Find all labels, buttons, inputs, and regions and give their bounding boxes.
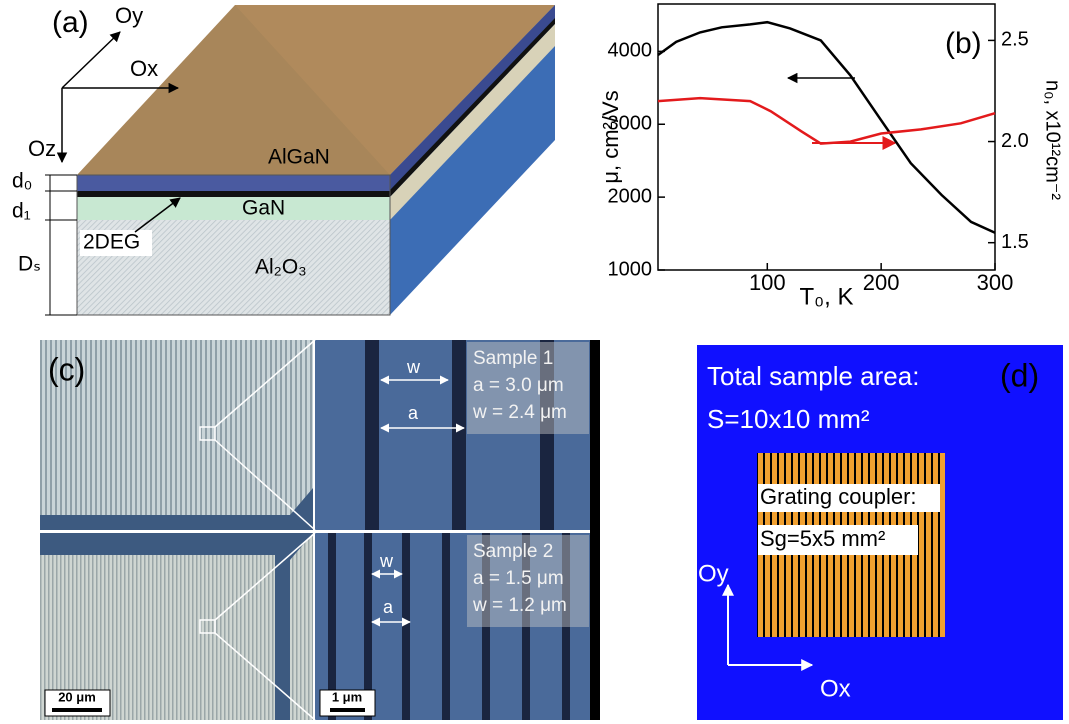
y2-tick-label: 2.0 bbox=[1001, 130, 1029, 152]
measure-label: a bbox=[408, 403, 419, 423]
grating-label: Grating coupler: bbox=[760, 484, 917, 509]
thickness-label: d₁ bbox=[12, 200, 31, 223]
axis-label: Oz bbox=[28, 136, 56, 161]
measure-label: a bbox=[383, 597, 394, 617]
x-axis-label: T₀, K bbox=[800, 283, 854, 310]
layer-label: AlGaN bbox=[268, 146, 330, 169]
sample-label: w = 1.2 μm bbox=[472, 595, 567, 616]
sample-label: a = 3.0 μm bbox=[473, 375, 564, 396]
scale-bar-label: 20 μm bbox=[58, 689, 96, 704]
panel-a: (a) Oy Ox Oz d₀ d₁ Dₛ AlGaN GaN 2DEG Al₂… bbox=[12, 3, 555, 315]
thickness-label: Dₛ bbox=[18, 253, 41, 276]
panel-label: (d) bbox=[1000, 357, 1039, 393]
sample-label: a = 1.5 μm bbox=[473, 568, 564, 589]
y2-tick-label: 1.5 bbox=[1001, 231, 1029, 253]
area-label: S=10x10 mm² bbox=[707, 404, 870, 434]
panel-label: (a) bbox=[52, 6, 89, 39]
panel-d: Total sample area: S=10x10 mm² (d) Grati… bbox=[697, 345, 1063, 720]
y2-tick-label: 2.5 bbox=[1001, 29, 1029, 51]
axis-label: Ox bbox=[820, 675, 851, 702]
area-label: Total sample area: bbox=[707, 361, 919, 391]
algan-front bbox=[77, 175, 390, 191]
scale-bar bbox=[330, 708, 365, 712]
gan-front bbox=[77, 197, 390, 220]
axis-label: Ox bbox=[130, 56, 158, 81]
panel-label: (c) bbox=[48, 351, 85, 387]
sample-label: w = 2.4 μm bbox=[472, 402, 567, 423]
y2-axis-label: n₀, x10¹²cm⁻² bbox=[1042, 80, 1064, 200]
layer-label: 2DEG bbox=[83, 231, 140, 254]
y-tick-label: 2000 bbox=[608, 185, 653, 207]
panel-c: (c) Sample 1 a = 3.0 μm w = 2.4 μm Sampl… bbox=[40, 340, 600, 720]
panel-label: (b) bbox=[945, 27, 982, 60]
axis-label: Oy bbox=[698, 560, 729, 587]
thickness-label: d₀ bbox=[12, 170, 32, 193]
axis-label: Oy bbox=[115, 3, 143, 28]
x-tick-label: 300 bbox=[977, 270, 1014, 295]
measure-label: w bbox=[379, 551, 394, 571]
scale-bar bbox=[52, 708, 102, 712]
layer-label: GaN bbox=[242, 197, 285, 220]
sample-label: Sample 1 bbox=[473, 348, 553, 369]
measure-label: w bbox=[406, 357, 421, 377]
dimension-lines bbox=[45, 175, 77, 315]
scale-bar-label: 1 μm bbox=[332, 689, 362, 704]
2deg-front bbox=[77, 191, 390, 197]
y-tick-label: 1000 bbox=[608, 258, 653, 280]
layer-label: Al₂O₃ bbox=[255, 256, 307, 279]
axis-arrow bbox=[62, 32, 120, 88]
y-axis-label: μ, cm²/Vs bbox=[598, 90, 623, 183]
image-border bbox=[590, 340, 600, 720]
x-tick-label: 200 bbox=[863, 270, 900, 295]
y-tick-label: 4000 bbox=[608, 40, 653, 62]
grating-label: Sg=5x5 mm² bbox=[760, 526, 885, 551]
sample-label: Sample 2 bbox=[473, 541, 553, 562]
x-tick-label: 100 bbox=[749, 270, 786, 295]
series-line bbox=[658, 98, 995, 144]
figure: (a) Oy Ox Oz d₀ d₁ Dₛ AlGaN GaN 2DEG Al₂… bbox=[0, 0, 1069, 724]
